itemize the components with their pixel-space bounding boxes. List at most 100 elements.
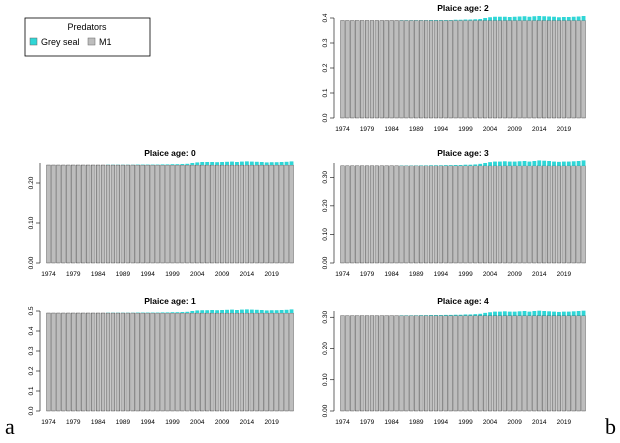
- bar-grey-seal: [468, 164, 473, 166]
- bar-m1: [95, 164, 101, 264]
- bar-grey-seal: [200, 162, 205, 165]
- x-axis: 1974 1979 1984 1989 1994 1999 2004 2009 2014 2019: [335, 419, 571, 426]
- bar-grey-seal: [512, 311, 517, 316]
- bar-m1: [66, 164, 71, 264]
- x-tick-label: 1984: [384, 126, 399, 133]
- bar-m1: [279, 164, 284, 264]
- x-tick-label: 2019: [557, 419, 572, 426]
- bar-m1: [556, 20, 562, 119]
- bar-m1: [571, 165, 576, 264]
- bar-m1: [170, 164, 175, 264]
- x-tick-label: 2009: [215, 271, 230, 278]
- bar-grey-seal: [160, 312, 165, 313]
- bar-grey-seal: [249, 161, 254, 165]
- bar-grey-seal: [507, 17, 512, 21]
- bar-grey-seal: [571, 16, 576, 21]
- bar-m1: [458, 165, 463, 264]
- bar-m1: [458, 315, 463, 412]
- x-tick-label: 1974: [335, 419, 350, 426]
- bar-grey-seal: [547, 16, 552, 21]
- bar-m1: [259, 312, 264, 412]
- bar-m1: [428, 315, 434, 412]
- bar-grey-seal: [566, 311, 571, 316]
- bar-m1: [438, 20, 443, 119]
- bar-m1: [289, 164, 294, 264]
- bar-grey-seal: [230, 309, 234, 313]
- bar-m1: [522, 20, 527, 119]
- bar-grey-seal: [279, 162, 284, 165]
- panel-age0: Plaice age: 0 0.00 0.10 0.20 1974 1979 1984 198…: [28, 148, 294, 278]
- bar-grey-seal: [527, 16, 532, 21]
- bar-m1: [51, 312, 56, 412]
- bar-m1: [215, 164, 220, 264]
- bar-m1: [532, 165, 537, 264]
- bar-m1: [556, 315, 562, 412]
- bar-m1: [279, 312, 284, 412]
- bar-m1: [76, 164, 81, 264]
- bar-m1: [355, 315, 360, 412]
- bar-m1: [424, 165, 429, 264]
- panel-age3: Plaice age: 3 0.00 0.10 0.20 0.30 1974 1979 198…: [322, 148, 586, 278]
- bar-m1: [561, 20, 566, 119]
- bar-grey-seal: [429, 315, 433, 316]
- bar-m1: [374, 315, 379, 412]
- bar-grey-seal: [289, 161, 294, 165]
- y-tick-label: 0.20: [322, 342, 329, 355]
- bar-m1: [125, 164, 130, 264]
- bar-grey-seal: [434, 315, 438, 316]
- panel-title: Plaice age: 1: [144, 296, 196, 306]
- bar-m1: [140, 164, 145, 264]
- bar-m1: [284, 312, 289, 412]
- x-tick-label: 1999: [165, 419, 180, 426]
- x-tick-label: 2004: [190, 419, 205, 426]
- bar-m1: [404, 165, 409, 264]
- bar-m1: [532, 20, 537, 119]
- bar-grey-seal: [453, 165, 458, 166]
- bar-m1: [487, 315, 493, 412]
- legend-title: Predators: [67, 22, 107, 32]
- bar-m1: [478, 165, 483, 264]
- bar-m1: [369, 165, 375, 264]
- y-tick-label: 0.5: [28, 306, 35, 315]
- bar-grey-seal: [502, 311, 507, 316]
- bar-grey-seal: [429, 165, 433, 166]
- bar-m1: [120, 164, 125, 264]
- bar-grey-seal: [443, 20, 448, 21]
- bar-m1: [165, 164, 170, 264]
- y-axis: 0.0 0.1 0.2 0.3 0.4: [322, 13, 335, 123]
- bar-grey-seal: [527, 161, 532, 166]
- bar-m1: [507, 315, 512, 412]
- bar-m1: [497, 315, 502, 412]
- bar-m1: [360, 165, 365, 264]
- bar-m1: [458, 20, 463, 119]
- bar-m1: [180, 312, 185, 412]
- bar-m1: [433, 20, 439, 119]
- bar-m1: [492, 315, 498, 412]
- bar-grey-seal: [254, 161, 259, 165]
- bar-m1: [229, 164, 235, 264]
- bar-m1: [414, 20, 419, 119]
- bar-m1: [360, 20, 365, 119]
- y-axis: 0.00 0.10 0.20 0.30: [322, 163, 335, 269]
- bar-grey-seal: [185, 311, 190, 313]
- bar-m1: [424, 20, 429, 119]
- bar-grey-seal: [547, 311, 552, 316]
- bar-grey-seal: [458, 314, 463, 316]
- x-axis: 1974 1979 1984 1989 1994 1999 2004 2009 2014 2019: [335, 126, 571, 133]
- bar-m1: [350, 20, 355, 119]
- bar-m1: [91, 312, 96, 412]
- bar-m1: [234, 312, 240, 412]
- bar-grey-seal: [507, 311, 512, 316]
- x-axis: 1974 1979 1984 1989 1994 1999 2004 2009 2014 2019: [41, 419, 279, 426]
- bar-m1: [409, 315, 414, 412]
- x-tick-label: 1974: [41, 271, 56, 278]
- x-tick-label: 2009: [507, 419, 522, 426]
- bar-m1: [502, 165, 507, 264]
- bar-m1: [340, 20, 345, 119]
- bar-grey-seal: [443, 314, 448, 316]
- x-tick-label: 1984: [91, 271, 106, 278]
- bar-grey-seal: [195, 310, 200, 313]
- bar-m1: [537, 315, 542, 412]
- bar-m1: [360, 315, 365, 412]
- bar-m1: [409, 20, 414, 119]
